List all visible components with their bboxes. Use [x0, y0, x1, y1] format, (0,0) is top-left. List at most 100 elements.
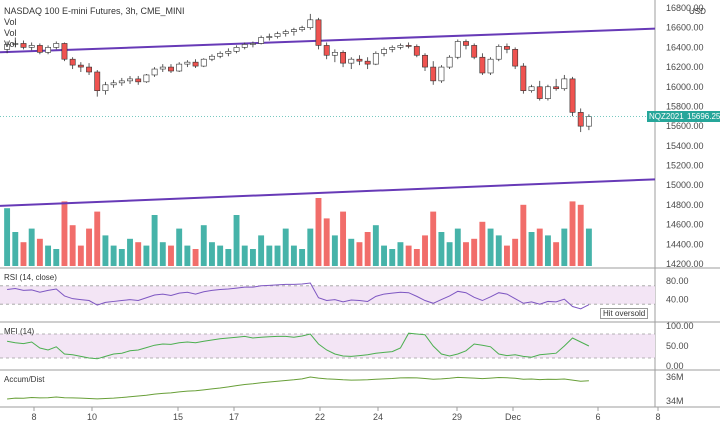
- volume-legend-1[interactable]: Vol: [4, 17, 17, 27]
- rsi-tick-label: 40.00: [666, 295, 689, 305]
- volume-bar: [561, 228, 568, 266]
- volume-bar: [577, 204, 584, 266]
- volume-bar: [463, 242, 469, 266]
- volume-bar: [471, 238, 478, 266]
- last-price-tag: 15696.25: [685, 111, 720, 122]
- candle-body: [151, 68, 158, 76]
- chart-title: NASDAQ 100 E-mini Futures, 3h, CME_MINI: [4, 6, 185, 16]
- candle-body: [176, 63, 183, 72]
- volume-bar: [381, 245, 387, 266]
- volume-bar: [94, 211, 101, 266]
- volume-bar: [446, 242, 453, 266]
- candle-body: [520, 65, 527, 92]
- volume-bar: [536, 228, 543, 266]
- price-tick-label: 15000.00: [666, 180, 704, 190]
- volume-bar: [225, 249, 232, 266]
- volume-bar: [585, 228, 592, 266]
- volume-bar: [569, 201, 576, 266]
- candle-body: [20, 43, 27, 48]
- mfi-tick-label: 50.00: [666, 341, 689, 351]
- volume-bar: [430, 211, 437, 266]
- candle-body: [53, 43, 60, 48]
- trendlines[interactable]: [0, 27, 656, 207]
- candle-body: [356, 58, 363, 62]
- volume-bar: [274, 245, 281, 266]
- volume-bar: [143, 245, 150, 266]
- volume-bar: [217, 245, 224, 266]
- volume-bar: [282, 228, 289, 266]
- candle-body: [577, 112, 584, 127]
- volume-bar: [241, 245, 248, 266]
- candle-body: [323, 45, 330, 56]
- candle-body: [364, 60, 371, 65]
- volume-bar: [512, 238, 519, 266]
- volume-bar: [528, 232, 535, 266]
- candle-body: [94, 71, 101, 92]
- volume-bar: [4, 208, 11, 266]
- volume-bar: [340, 211, 347, 266]
- trendline: [0, 27, 656, 54]
- volume-bar: [159, 242, 166, 266]
- symbol-tag: NQZ2021: [647, 111, 686, 122]
- candle-body: [241, 44, 248, 48]
- price-tick-label: 16400.00: [666, 42, 704, 52]
- candle-body: [118, 80, 125, 84]
- accum-line: [7, 376, 589, 400]
- candle-body: [471, 45, 478, 58]
- time-tick-label: 22: [315, 412, 325, 422]
- candle-body: [397, 45, 404, 48]
- volume-bar: [233, 215, 240, 266]
- price-tick-label: 14400.00: [666, 239, 704, 249]
- candle-body: [192, 61, 199, 67]
- volume-bar: [176, 228, 183, 266]
- candle-body: [168, 66, 174, 72]
- candle-body: [495, 46, 502, 60]
- candle-body: [438, 66, 445, 82]
- time-tick-label: 10: [87, 412, 97, 422]
- rsi-tick-label: 80.00: [666, 276, 689, 286]
- candle-body: [299, 27, 306, 30]
- candle-body: [307, 19, 314, 28]
- price-tick-label: 16600.00: [666, 23, 704, 33]
- volume-bars: [4, 198, 592, 266]
- price-tick-label: 16200.00: [666, 62, 704, 72]
- price-tick-label: 16800.00: [666, 3, 704, 13]
- volume-legend-3[interactable]: Vol: [4, 39, 17, 49]
- indicator-panes: [0, 282, 655, 400]
- volume-bar: [86, 228, 92, 266]
- candle-body: [528, 86, 535, 92]
- grid: [0, 0, 720, 408]
- candle-body: [479, 56, 486, 74]
- candle-body: [553, 86, 560, 90]
- rsi-label[interactable]: RSI (14, close): [4, 273, 57, 282]
- time-tick-label: 8: [655, 412, 660, 422]
- volume-bar: [413, 249, 420, 266]
- axes: 16800.00 16600.00 16400.00 16200.00 16000.00…: [31, 3, 703, 422]
- candle-body: [454, 41, 461, 58]
- candle-body: [446, 56, 453, 68]
- volume-bar: [61, 201, 68, 266]
- volume-bar: [348, 238, 355, 266]
- candle-body: [258, 37, 265, 44]
- accum-tick-label: 36M: [666, 372, 684, 382]
- volume-bar: [53, 249, 60, 266]
- mfi-label[interactable]: MFI (14): [4, 327, 35, 336]
- volume-bar: [307, 228, 314, 266]
- volume-bar: [397, 242, 404, 266]
- volume-bar: [487, 228, 494, 266]
- volume-bar: [20, 242, 27, 266]
- price-tick-label: 14800.00: [666, 200, 704, 210]
- candle-body: [86, 66, 92, 73]
- volume-bar: [36, 238, 43, 266]
- candle-body: [405, 45, 412, 47]
- volume-bar: [520, 204, 527, 266]
- accum-label[interactable]: Accum/Dist: [4, 375, 45, 384]
- candles: [0, 13, 655, 133]
- price-tick-label: 15800.00: [666, 101, 704, 111]
- time-tick-label: 8: [31, 412, 36, 422]
- volume-bar: [364, 232, 371, 266]
- volume-legend-2[interactable]: Vol: [4, 28, 17, 38]
- volume-bar: [290, 245, 297, 266]
- price-tick-label: 15400.00: [666, 141, 704, 151]
